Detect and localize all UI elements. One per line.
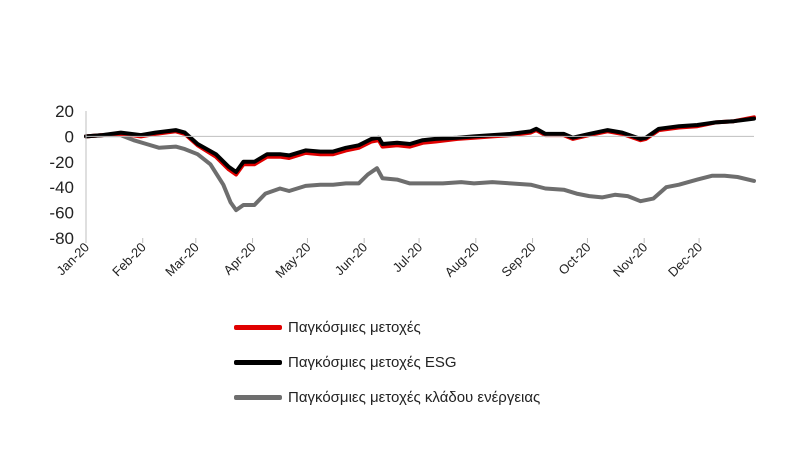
legend-item-global-energy-equities: Παγκόσμιες μετοχές κλάδου ενέργειας <box>234 382 540 412</box>
x-tick-label: Oct-20 <box>555 240 593 278</box>
x-tick-label: Dec-20 <box>665 240 705 280</box>
y-tick-label: -20 <box>49 153 74 172</box>
x-axis: Jan-20 Feb-20 Mar-20 Apr-20 May-20 Jun-20 Jul-… <box>53 135 754 281</box>
x-tick-label: Nov-20 <box>610 240 650 280</box>
y-tick-label: -40 <box>49 178 74 197</box>
series-line-1 <box>84 116 756 174</box>
x-tick-label: Sep-20 <box>498 240 538 280</box>
legend-label-global-equities-esg: Παγκόσμιες μετοχές ESG <box>288 353 457 371</box>
x-tick-label: Apr-20 <box>220 240 258 278</box>
x-tick-label: Feb-20 <box>109 240 149 280</box>
legend-swatch-global-energy-equities <box>234 394 282 400</box>
legend-swatch-global-equities-esg <box>234 359 282 365</box>
x-tick-label: Jul-20 <box>390 240 426 276</box>
legend-item-global-equities-esg: Παγκόσμιες μετοχές ESG <box>234 347 540 377</box>
legend-item-global-equities: Παγκόσμιες μετοχές <box>234 312 540 342</box>
x-tick-label: Jun-20 <box>332 240 371 279</box>
y-tick-label: 20 <box>55 102 74 121</box>
y-tick-label: -80 <box>49 229 74 248</box>
x-tick-label: May-20 <box>272 240 313 281</box>
series-line-0 <box>84 115 756 177</box>
x-tick-label: Aug-20 <box>442 240 482 280</box>
legend-label-global-energy-equities: Παγκόσμιες μετοχές κλάδου ενέργειας <box>288 388 541 406</box>
series-line-2 <box>84 133 756 213</box>
y-tick-label: 0 <box>65 127 74 146</box>
series-layer <box>84 115 756 213</box>
legend-label-global-equities: Παγκόσμιες μετοχές <box>288 318 421 336</box>
x-tick-label: Mar-20 <box>162 240 202 280</box>
y-axis: 20 0 -20 -40 -60 -80 <box>49 102 87 248</box>
legend-swatch-global-equities <box>234 324 282 330</box>
legend: Παγκόσμιες μετοχές Παγκόσμιες μετοχές ES… <box>234 312 540 417</box>
y-tick-label: -60 <box>49 204 74 223</box>
